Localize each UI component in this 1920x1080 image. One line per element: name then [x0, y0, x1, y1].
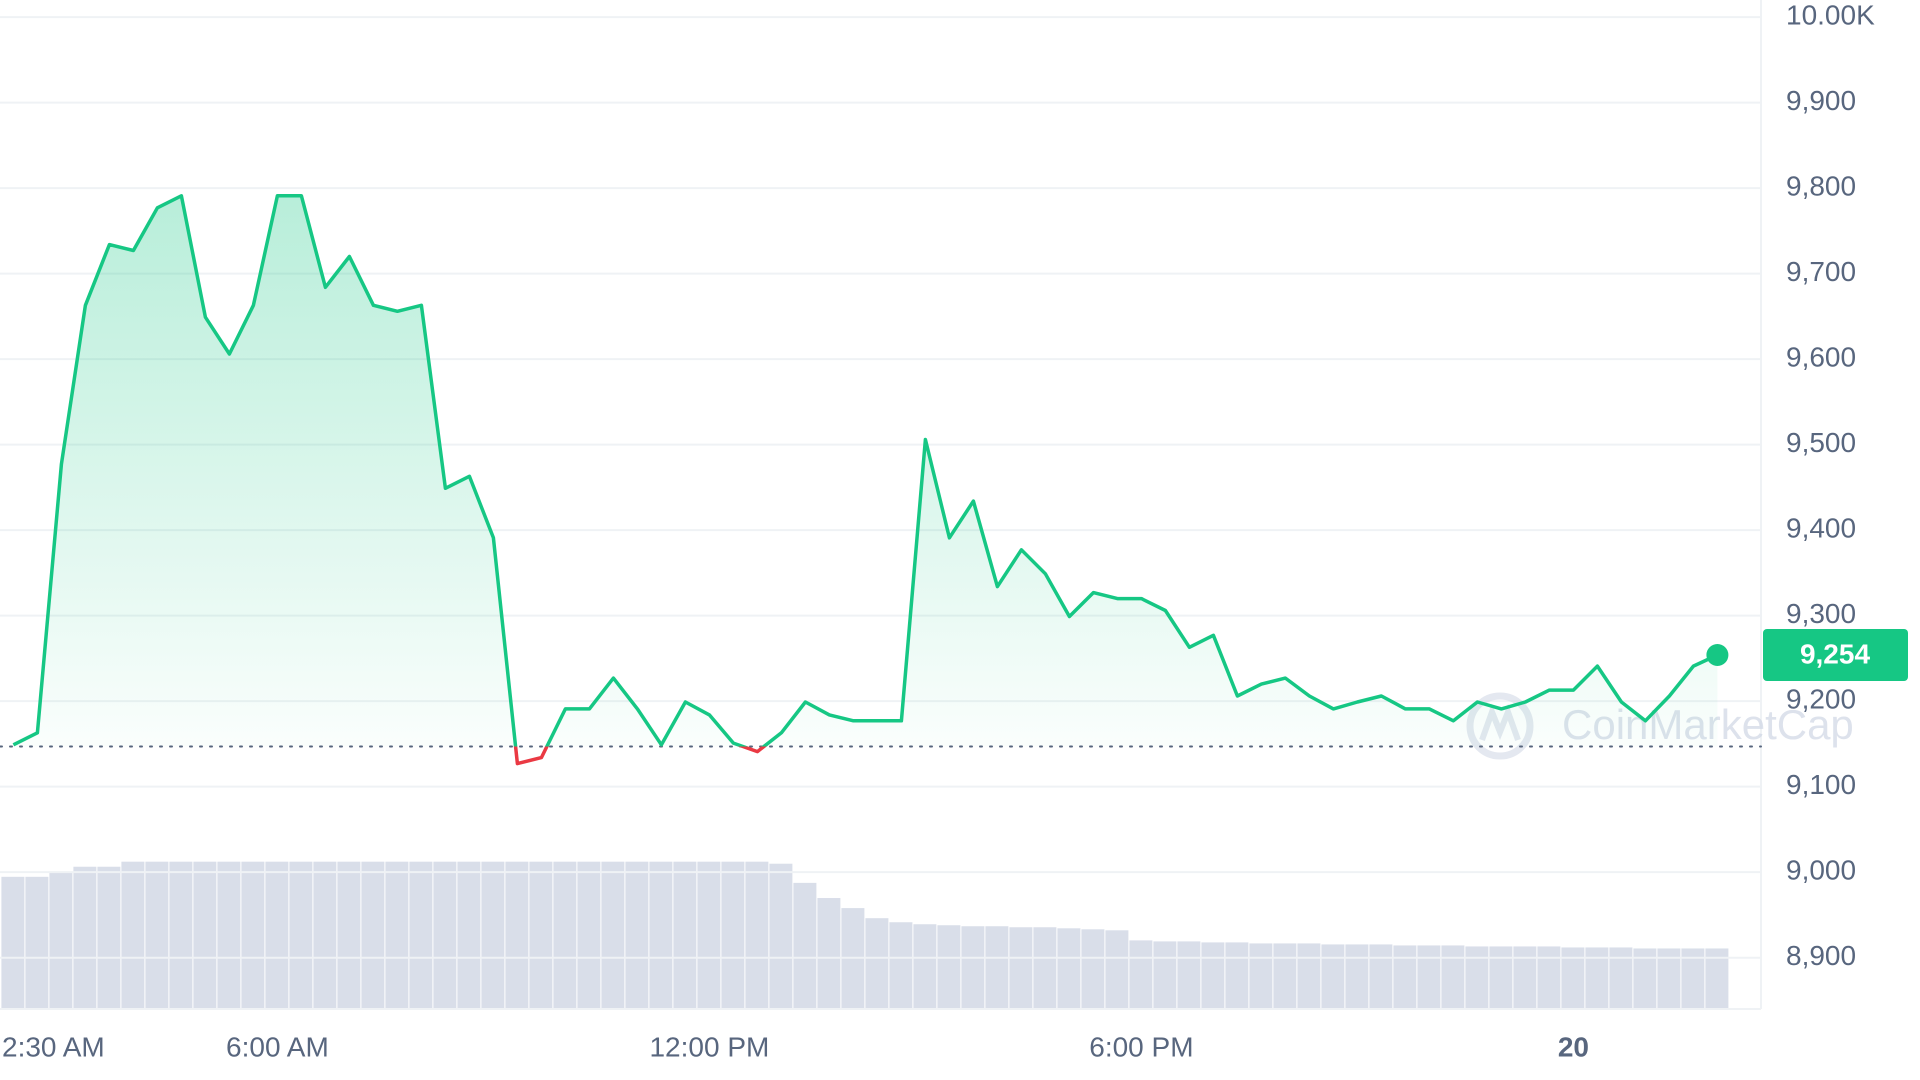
volume-bar	[913, 924, 937, 1009]
volume-bar	[937, 925, 961, 1009]
volume-bar	[145, 861, 169, 1009]
y-tick-label: 9,700	[1786, 256, 1856, 287]
volume-bar	[1537, 946, 1561, 1009]
volume-bar	[721, 861, 745, 1009]
volume-bar	[49, 872, 73, 1009]
volume-bar	[697, 861, 721, 1009]
volume-bar	[1393, 945, 1417, 1009]
volume-bar	[409, 861, 433, 1009]
volume-bar	[1585, 947, 1609, 1009]
volume-bar	[1345, 944, 1369, 1009]
volume-bar	[1273, 943, 1297, 1009]
volume-bar	[1153, 941, 1177, 1009]
volume-bar	[1105, 930, 1129, 1009]
volume-bar	[817, 898, 841, 1009]
line-layer	[0, 194, 1762, 766]
label-layer: 8,900 9,000 9,100 9,200 9,300 9,400 9,500 9,600…	[2, 0, 1908, 1062]
volume-bar	[337, 861, 361, 1009]
volume-bar	[1633, 948, 1657, 1009]
y-tick-label: 9,900	[1786, 85, 1856, 116]
volume-bar	[385, 861, 409, 1009]
volume-bar	[1417, 945, 1441, 1009]
volume-bar	[1441, 945, 1465, 1009]
volume-bar	[1225, 942, 1249, 1009]
volume-bar	[1009, 927, 1033, 1009]
volume-bar	[1, 876, 25, 1009]
price-line	[12, 194, 1719, 766]
volume-bar	[1177, 941, 1201, 1009]
volume-bar	[745, 861, 769, 1009]
price-area	[13, 195, 1718, 764]
y-tick-label: 9,100	[1786, 769, 1856, 800]
volume-bar	[505, 861, 529, 1009]
volume-bar	[481, 861, 505, 1009]
y-tick-label: 9,600	[1786, 342, 1856, 373]
volume-bar	[1513, 946, 1537, 1009]
volume-layer	[1, 861, 1729, 1009]
current-price-label: 9,254	[1800, 638, 1870, 669]
volume-bar	[1561, 947, 1585, 1009]
volume-bar	[121, 861, 145, 1009]
volume-bar	[601, 861, 625, 1009]
volume-bar	[25, 876, 49, 1009]
volume-bar	[1033, 927, 1057, 1009]
volume-bar	[961, 926, 985, 1009]
volume-bar	[361, 861, 385, 1009]
y-tick-label: 10.00K	[1786, 0, 1875, 30]
volume-bar	[1201, 942, 1225, 1009]
volume-bar	[673, 861, 697, 1009]
volume-bar	[1321, 944, 1345, 1009]
volume-bar	[553, 861, 577, 1009]
volume-bar	[169, 861, 193, 1009]
volume-bar	[97, 866, 121, 1009]
y-tick-label: 9,400	[1786, 513, 1856, 544]
x-tick-label: 6:00 PM	[1089, 1031, 1193, 1062]
volume-bar	[193, 861, 217, 1009]
volume-bar	[217, 861, 241, 1009]
volume-bar	[289, 861, 313, 1009]
volume-bar	[769, 863, 793, 1009]
volume-bar	[1129, 940, 1153, 1009]
volume-bar	[793, 882, 817, 1009]
volume-bar	[1465, 946, 1489, 1009]
x-tick-label: 12:00 PM	[649, 1031, 769, 1062]
volume-bar	[865, 918, 889, 1009]
volume-bar	[577, 861, 601, 1009]
volume-bar	[1705, 948, 1729, 1009]
volume-bar	[313, 861, 337, 1009]
volume-bar	[1297, 943, 1321, 1009]
volume-bar	[1249, 943, 1273, 1009]
volume-bar	[1657, 948, 1681, 1009]
volume-bar	[1681, 948, 1705, 1009]
y-tick-label: 9,800	[1786, 171, 1856, 202]
volume-bar	[73, 866, 97, 1009]
volume-bar	[529, 861, 553, 1009]
volume-bar	[241, 861, 265, 1009]
volume-bar	[985, 926, 1009, 1009]
volume-bar	[433, 861, 457, 1009]
x-tick-label: 6:00 AM	[226, 1031, 329, 1062]
x-tick-label: 20	[1558, 1031, 1589, 1062]
volume-bar	[1081, 929, 1105, 1009]
x-tick-label: 2:30 AM	[2, 1031, 105, 1062]
volume-bar	[265, 861, 289, 1009]
volume-bar	[1489, 946, 1513, 1009]
volume-bar	[1609, 947, 1633, 1009]
volume-bar	[649, 861, 673, 1009]
y-tick-label: 9,300	[1786, 598, 1856, 629]
y-tick-label: 9,200	[1786, 684, 1856, 715]
y-tick-label: 9,500	[1786, 427, 1856, 458]
current-price-badge	[1763, 628, 1908, 681]
volume-bar	[1057, 928, 1081, 1009]
volume-bar	[625, 861, 649, 1009]
y-tick-label: 9,000	[1786, 855, 1856, 886]
volume-bar	[1369, 944, 1393, 1009]
y-tick-label: 8,900	[1786, 940, 1856, 971]
volume-bar	[457, 861, 481, 1009]
last-point	[1706, 643, 1729, 666]
volume-bar	[889, 922, 913, 1009]
